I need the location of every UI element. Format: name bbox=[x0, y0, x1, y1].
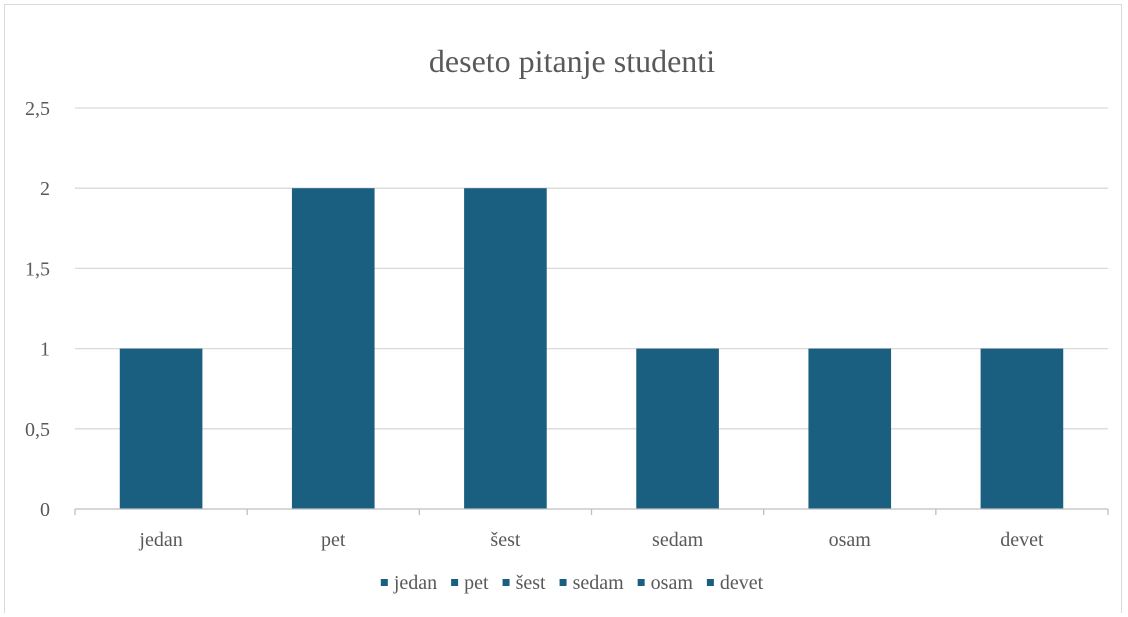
legend-swatch bbox=[380, 579, 388, 586]
x-tick-label: šest bbox=[490, 529, 520, 551]
x-axis bbox=[74, 508, 1109, 515]
bar-1 bbox=[291, 188, 375, 509]
x-tick-label: pet bbox=[321, 529, 346, 551]
x-tick-label: osam bbox=[829, 529, 872, 551]
x-tick-label: devet bbox=[1000, 529, 1044, 551]
y-tick-label: 1 bbox=[40, 339, 50, 361]
legend-label: devet bbox=[720, 572, 764, 594]
bar-4 bbox=[808, 348, 892, 509]
bar-2 bbox=[464, 188, 547, 509]
x-tick-label: sedam bbox=[652, 529, 704, 551]
gridlines bbox=[75, 107, 1108, 430]
y-tick-label: 2 bbox=[40, 178, 50, 200]
bars bbox=[119, 188, 1064, 509]
legend-label: jedan bbox=[393, 572, 437, 594]
y-tick-label: 2,5 bbox=[25, 98, 50, 120]
y-axis-tick-labels: 0 0,5 1 1,5 2 2,5 bbox=[25, 98, 50, 521]
legend-label: šest bbox=[516, 572, 546, 594]
legend-swatch bbox=[637, 579, 645, 586]
y-tick-label: 0,5 bbox=[25, 419, 50, 441]
x-axis-tick-labels: jedan pet šest sedam osam devet bbox=[138, 529, 1044, 551]
bar-0 bbox=[119, 348, 203, 509]
legend-swatch bbox=[559, 579, 567, 586]
bar-3 bbox=[636, 348, 719, 509]
chart-title: deseto pitanje studenti bbox=[429, 43, 715, 79]
y-tick-label: 1,5 bbox=[25, 258, 50, 280]
bar-5 bbox=[980, 348, 1064, 509]
x-tick-label: jedan bbox=[138, 529, 182, 551]
legend-swatch bbox=[502, 579, 510, 586]
legend: jedan pet šest sedam osam devet bbox=[380, 572, 764, 594]
legend-label: pet bbox=[464, 572, 489, 594]
legend-label: osam bbox=[651, 572, 694, 594]
y-tick-label: 0 bbox=[40, 499, 50, 521]
legend-swatch bbox=[451, 579, 459, 586]
legend-swatch bbox=[706, 579, 714, 586]
legend-label: sedam bbox=[573, 572, 625, 594]
